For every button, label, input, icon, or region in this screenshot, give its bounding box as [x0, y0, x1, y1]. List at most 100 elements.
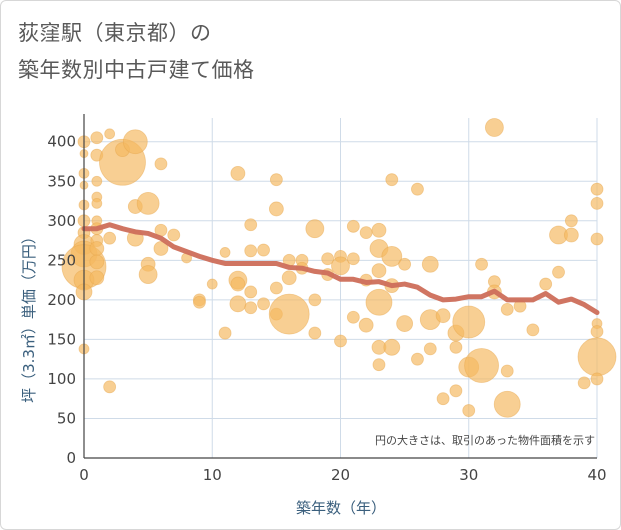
- bubble-point: [359, 226, 373, 240]
- bubble-point: [500, 364, 514, 378]
- bubble-point: [308, 326, 322, 340]
- bubble-point: [365, 288, 393, 316]
- bubble-point: [590, 182, 604, 196]
- bubble-point: [268, 293, 310, 335]
- bubble-point: [500, 302, 514, 316]
- x-tick-label: 0: [79, 466, 89, 484]
- bubble-point: [577, 337, 617, 377]
- bubble-point: [153, 241, 169, 256]
- bubble-point: [268, 201, 284, 217]
- bubble-point: [577, 376, 591, 390]
- bubble-point: [308, 293, 322, 307]
- bubble-point: [321, 252, 335, 266]
- x-tick-label: 20: [331, 466, 350, 484]
- bubble-point: [244, 285, 258, 299]
- bubble-point: [103, 231, 117, 245]
- bubble-point: [411, 352, 424, 366]
- bubble-point: [334, 334, 347, 348]
- bubble-point: [526, 323, 540, 337]
- bubble-point: [552, 265, 565, 279]
- bubble-point: [91, 175, 103, 187]
- bubble-point: [167, 228, 181, 242]
- bubble-point: [229, 295, 247, 313]
- chart-title-line2: 築年数別中古戸建て価格: [18, 58, 255, 82]
- bubble-point: [539, 277, 553, 291]
- bubble-point: [104, 128, 116, 140]
- bubble-point: [423, 342, 437, 356]
- bubble-layer: [61, 118, 617, 418]
- bubble-point: [230, 165, 246, 181]
- bubble-point: [206, 278, 218, 290]
- bubble-point: [346, 310, 360, 324]
- bubble-point: [90, 131, 104, 145]
- bubble-point: [136, 191, 160, 215]
- bubble-point: [381, 245, 403, 267]
- bubble-point: [385, 173, 399, 187]
- bubble-point: [346, 219, 360, 233]
- bubble-point: [244, 218, 258, 232]
- bubble-point: [464, 348, 499, 383]
- bubble-point: [449, 340, 463, 354]
- x-tick-label: 30: [459, 466, 478, 484]
- x-axis-label: 築年数（年）: [296, 499, 386, 517]
- bubble-point: [398, 257, 412, 271]
- bubble-point: [411, 182, 424, 196]
- bubble-point: [269, 173, 283, 187]
- bubble-point: [449, 384, 463, 398]
- bubble-point: [590, 325, 604, 338]
- bubble-point: [564, 214, 578, 228]
- bubble-point: [358, 317, 374, 333]
- bubble-point: [244, 244, 258, 258]
- axis-layer: 0 50 100 150 200 250 300 350 400 0 10 20 30 40: [47, 114, 607, 484]
- bubble-point: [154, 157, 168, 171]
- bubble-point: [219, 247, 231, 258]
- bubble-point: [257, 297, 270, 311]
- bubble-point: [331, 256, 350, 276]
- bubble-point: [371, 263, 387, 279]
- bubble-point: [475, 257, 488, 271]
- bubble-point: [305, 219, 325, 239]
- bubble-point: [138, 265, 158, 284]
- y-tick-label: 400: [47, 133, 76, 151]
- bubble-point: [462, 404, 476, 417]
- bubble-point: [346, 252, 360, 266]
- x-tick-label: 10: [203, 466, 222, 484]
- y-axis-label: 坪（3.3㎡）単価（万円）: [20, 229, 38, 403]
- bubble-point: [590, 232, 604, 246]
- y-tick-label: 250: [47, 251, 76, 269]
- bubble-point: [590, 372, 604, 386]
- bubble-point: [91, 197, 103, 209]
- bubble-point: [421, 255, 439, 273]
- average-trend-line: [81, 222, 600, 316]
- bubble-point: [484, 118, 504, 137]
- y-tick-label: 50: [57, 409, 76, 427]
- bubble-point: [383, 338, 401, 356]
- bubble-size-note: 円の大きさは、取引のあった物件面積を示す: [375, 433, 595, 447]
- bubble-point: [372, 358, 386, 372]
- y-tick-label: 350: [47, 172, 76, 190]
- x-tick-label: 40: [587, 466, 606, 484]
- y-tick-label: 200: [47, 291, 76, 309]
- chart-title-line1: 荻窪駅（東京都）の: [18, 21, 212, 45]
- trend-layer: [81, 222, 600, 316]
- bubble-point: [563, 227, 579, 243]
- bubble-point: [452, 305, 486, 339]
- bubble-point: [493, 390, 521, 418]
- bubble-point: [89, 241, 105, 256]
- bubble-point: [371, 222, 387, 238]
- y-tick-label: 150: [47, 330, 76, 348]
- bubble-point: [193, 295, 206, 309]
- bubble-point: [436, 392, 450, 406]
- bubble-point: [218, 326, 232, 340]
- bubble-point: [103, 380, 117, 394]
- bubble-point: [122, 129, 148, 155]
- bubble-point: [396, 315, 414, 332]
- bubble-point: [89, 270, 105, 286]
- bubble-point: [269, 281, 283, 295]
- bubble-point: [89, 254, 105, 270]
- y-tick-label: 0: [66, 449, 76, 467]
- bubble-point: [435, 308, 451, 324]
- bubble-point: [281, 270, 297, 286]
